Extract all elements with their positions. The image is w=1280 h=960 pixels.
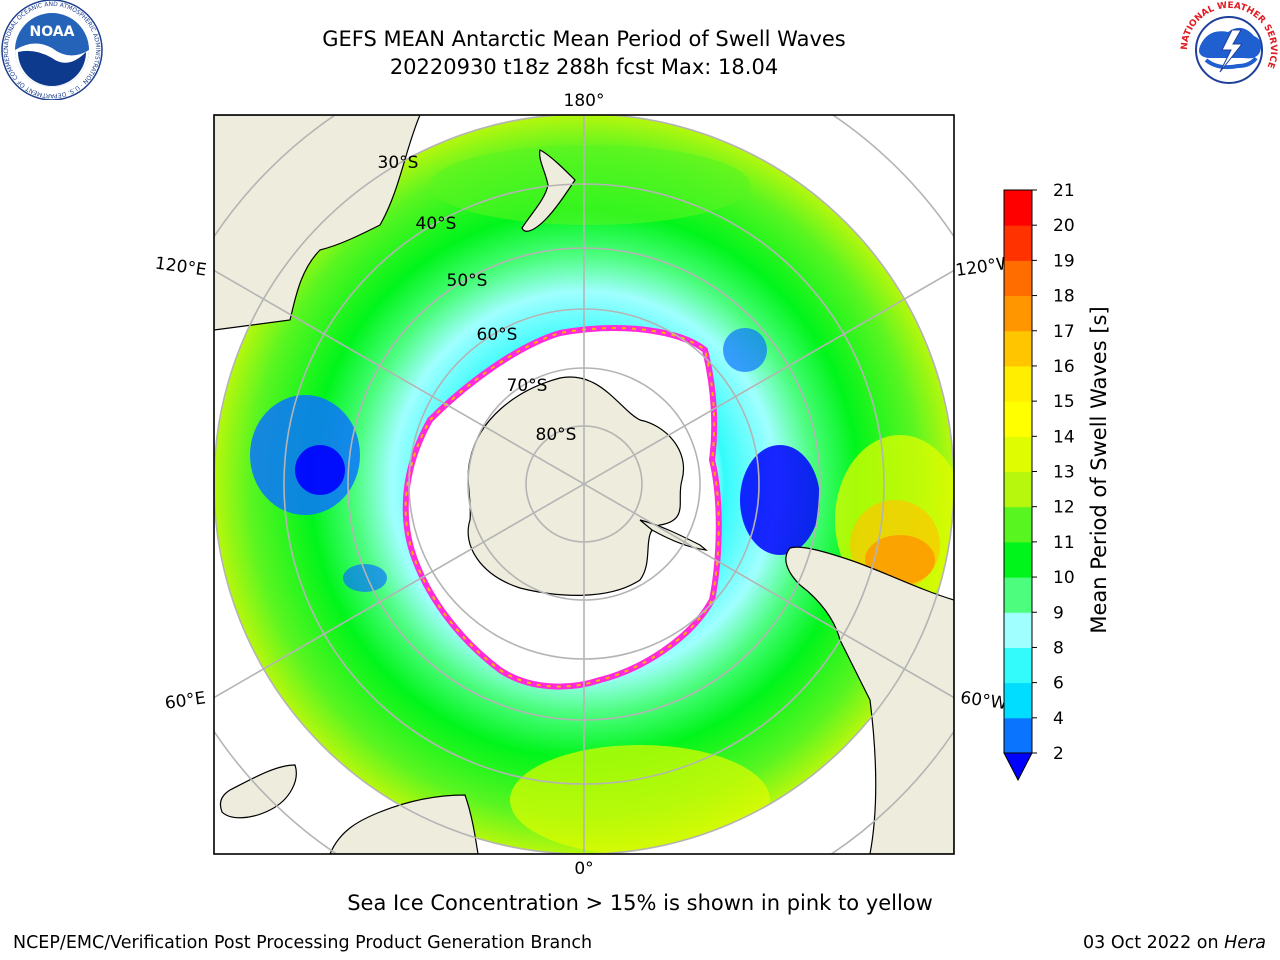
- colorbar-tick-label: 11: [1053, 533, 1075, 553]
- footer-date-text: 03 Oct 2022 on: [1083, 933, 1224, 953]
- colorbar-tick-label: 4: [1053, 709, 1064, 729]
- lon-label-180: 180°: [564, 91, 605, 111]
- colorbar-segment: [1004, 225, 1032, 261]
- footer-credit: NCEP/EMC/Verification Post Processing Pr…: [13, 933, 592, 953]
- footer-host: Hera: [1224, 933, 1266, 953]
- colorbar-segment: [1004, 683, 1032, 719]
- colorbar-segment: [1004, 190, 1032, 226]
- lon-label-60w: 60°W: [959, 688, 1008, 714]
- colorbar-segment: [1004, 612, 1032, 648]
- lon-label-60e: 60°E: [164, 688, 207, 713]
- colorbar-segment: [1004, 577, 1032, 613]
- lon-label-120e: 120°E: [154, 254, 208, 281]
- low-period-region-sw: [343, 564, 387, 592]
- lat-label-60s: 60°S: [477, 325, 518, 345]
- colorbar-tick-label: 9: [1053, 603, 1064, 623]
- colorbar-segment: [1004, 718, 1032, 754]
- sea-ice-note: Sea Ice Concentration > 15% is shown in …: [347, 891, 933, 915]
- colorbar-segment: [1004, 436, 1032, 472]
- colorbar-segment: [1004, 331, 1032, 367]
- colorbar-segment: [1004, 366, 1032, 402]
- footer-date: 03 Oct 2022 on Hera: [1083, 933, 1266, 953]
- colorbar-tick-label: 8: [1053, 638, 1064, 658]
- colorbar-segment: [1004, 260, 1032, 296]
- colorbar-tick-label: 20: [1053, 216, 1075, 236]
- colorbar-tick-label: 15: [1053, 392, 1075, 412]
- colorbar: 2 4 6 8 9 10 11 12 13 14 15 16 17 18 19 20 21: [1004, 181, 1075, 780]
- lat-label-70s: 70°S: [507, 376, 548, 396]
- colorbar-tick-label: 10: [1053, 568, 1075, 588]
- colorbar-segment: [1004, 647, 1032, 683]
- lon-label-0: 0°: [574, 859, 593, 879]
- lat-label-30s: 30°S: [378, 153, 419, 173]
- colorbar-tick-label: 6: [1053, 674, 1064, 694]
- colorbar-segment: [1004, 296, 1032, 332]
- colorbar-tick-label: 17: [1053, 322, 1075, 342]
- lat-label-50s: 50°S: [447, 271, 488, 291]
- lat-label-80s: 80°S: [536, 425, 577, 445]
- polar-map: 180° 0° 120°E 120°W 60°E 60°W 30°S 40°S …: [0, 0, 1280, 960]
- colorbar-tick-label: 18: [1053, 287, 1075, 307]
- colorbar-label: Mean Period of Swell Waves [s]: [1087, 306, 1111, 633]
- colorbar-segment: [1004, 542, 1032, 578]
- lat-label-40s: 40°S: [416, 214, 457, 234]
- colorbar-tick-label: 16: [1053, 357, 1075, 377]
- colorbar-segment: [1004, 401, 1032, 437]
- colorbar-under-extension: [1004, 753, 1032, 780]
- colorbar-segment: [1004, 472, 1032, 508]
- low-period-region-east: [740, 445, 820, 555]
- colorbar-tick-label: 14: [1053, 427, 1075, 447]
- colorbar-tick-label: 2: [1053, 744, 1064, 764]
- colorbar-tick-label: 19: [1053, 251, 1075, 271]
- colorbar-tick-label: 21: [1053, 181, 1075, 201]
- colorbar-segment: [1004, 507, 1032, 543]
- mid-period-region-north: [430, 145, 750, 225]
- colorbar-tick-label: 13: [1053, 463, 1075, 483]
- colorbar-tick-label: 12: [1053, 498, 1075, 518]
- very-low-period-region: [295, 445, 345, 495]
- low-period-region-ne: [723, 328, 767, 372]
